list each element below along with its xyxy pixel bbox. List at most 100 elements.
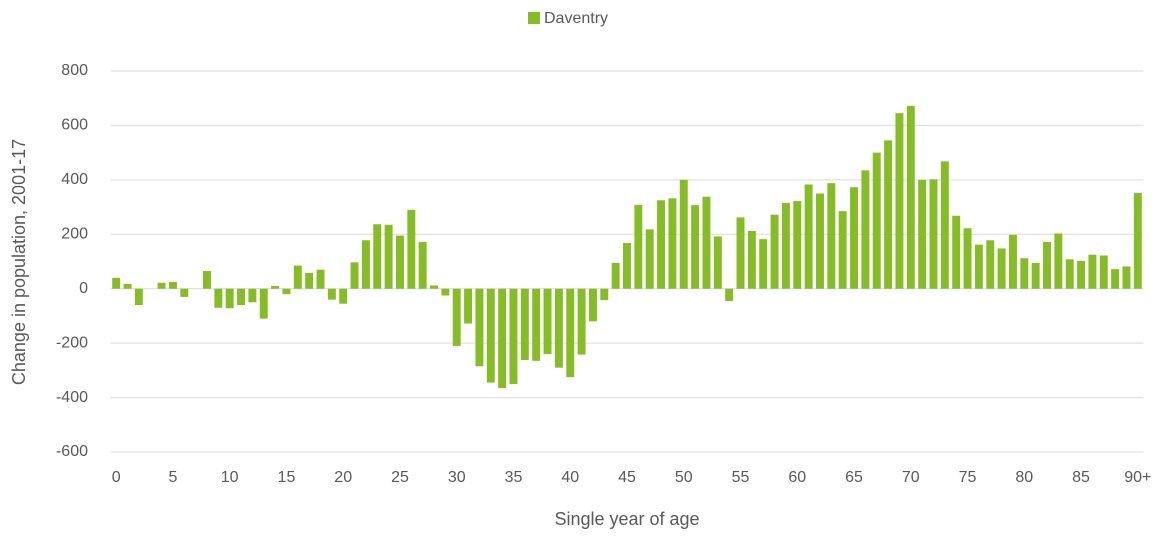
x-tick-label: 55: [732, 469, 750, 486]
bar: [237, 288, 246, 306]
bar: [816, 193, 824, 289]
y-tick-label: 200: [61, 226, 88, 243]
bar: [1020, 258, 1029, 289]
bar: [464, 288, 473, 324]
bar: [1077, 260, 1086, 289]
x-tick-label: 25: [391, 469, 409, 486]
x-tick-label: 30: [448, 469, 466, 486]
y-tick-label: -200: [56, 334, 88, 351]
bar: [350, 262, 359, 289]
bar: [713, 236, 722, 289]
bar: [123, 283, 132, 289]
bar: [600, 288, 609, 301]
bar: [623, 242, 631, 289]
bar: [827, 183, 836, 289]
bar: [997, 248, 1006, 289]
bar: [134, 288, 143, 306]
bar: [271, 285, 280, 289]
bar: [1043, 241, 1051, 289]
bar: [203, 271, 211, 289]
bar: [1133, 192, 1142, 289]
bar: [259, 288, 268, 319]
bar: [974, 244, 983, 289]
bar: [872, 152, 881, 289]
bar: [895, 113, 904, 289]
bar: [418, 241, 427, 289]
bar: [668, 198, 677, 289]
x-tick-label: 0: [112, 469, 121, 486]
bar: [452, 288, 461, 346]
bar: [850, 187, 859, 289]
bar: [282, 288, 291, 295]
bar: [759, 239, 768, 289]
x-tick-label: 10: [221, 469, 239, 486]
bar: [1008, 234, 1017, 289]
bar: [918, 179, 927, 289]
x-tick-label: 85: [1072, 469, 1090, 486]
y-tick-label: 600: [61, 117, 88, 134]
bar: [316, 269, 325, 289]
bar: [1031, 262, 1040, 289]
bar: [929, 179, 938, 289]
bar: [430, 285, 438, 289]
bar: [486, 288, 495, 383]
x-axis-label: Single year of age: [554, 509, 699, 529]
bar: [747, 231, 756, 289]
bar: [543, 288, 552, 355]
x-tick-label: 60: [788, 469, 806, 486]
bar: [566, 288, 575, 378]
bar: [588, 288, 597, 322]
bar: [1054, 233, 1063, 289]
bar: [940, 161, 949, 289]
bar: [1122, 266, 1131, 289]
x-tick-label: 45: [618, 469, 636, 486]
bar: [554, 288, 563, 368]
bar: [293, 265, 302, 289]
bar: [645, 229, 654, 289]
bar: [577, 288, 586, 355]
legend-swatch: [528, 12, 540, 24]
x-tick-label: 35: [505, 469, 523, 486]
bar: [1065, 259, 1074, 289]
bar: [906, 105, 915, 289]
bar: [736, 217, 745, 289]
bar: [691, 205, 700, 289]
x-tick-label: 5: [168, 469, 177, 486]
bar: [679, 179, 688, 289]
bar: [395, 235, 404, 289]
x-tick-label: 70: [902, 469, 920, 486]
bar: [804, 184, 813, 289]
x-tick-label: 15: [278, 469, 296, 486]
bar: [475, 288, 484, 367]
bar: [657, 200, 666, 289]
bar: [611, 262, 620, 289]
legend-label: Daventry: [544, 10, 608, 27]
y-tick-label: -400: [56, 389, 88, 406]
x-tick-label: 40: [561, 469, 579, 486]
bar: [1088, 254, 1097, 289]
bar: [634, 204, 643, 289]
x-tick-label: 50: [675, 469, 693, 486]
bar: [520, 288, 529, 361]
bar: [725, 288, 734, 301]
bar: [532, 288, 541, 361]
bar: [441, 288, 450, 296]
y-tick-label: 0: [79, 280, 88, 297]
y-tick-label: 400: [61, 171, 88, 188]
y-tick-label: 800: [61, 62, 88, 79]
x-tick-label: 75: [959, 469, 977, 486]
bar: [509, 288, 518, 384]
bar: [986, 240, 995, 289]
bar: [339, 288, 348, 304]
bar: [952, 215, 961, 289]
bar: [963, 228, 972, 289]
bar: [793, 201, 802, 289]
bar: [112, 277, 121, 289]
x-tick-label: 80: [1015, 469, 1033, 486]
bar: [884, 140, 893, 289]
bar: [180, 288, 189, 297]
bar: [770, 214, 779, 289]
bar: [781, 202, 790, 289]
bar: [305, 272, 314, 289]
